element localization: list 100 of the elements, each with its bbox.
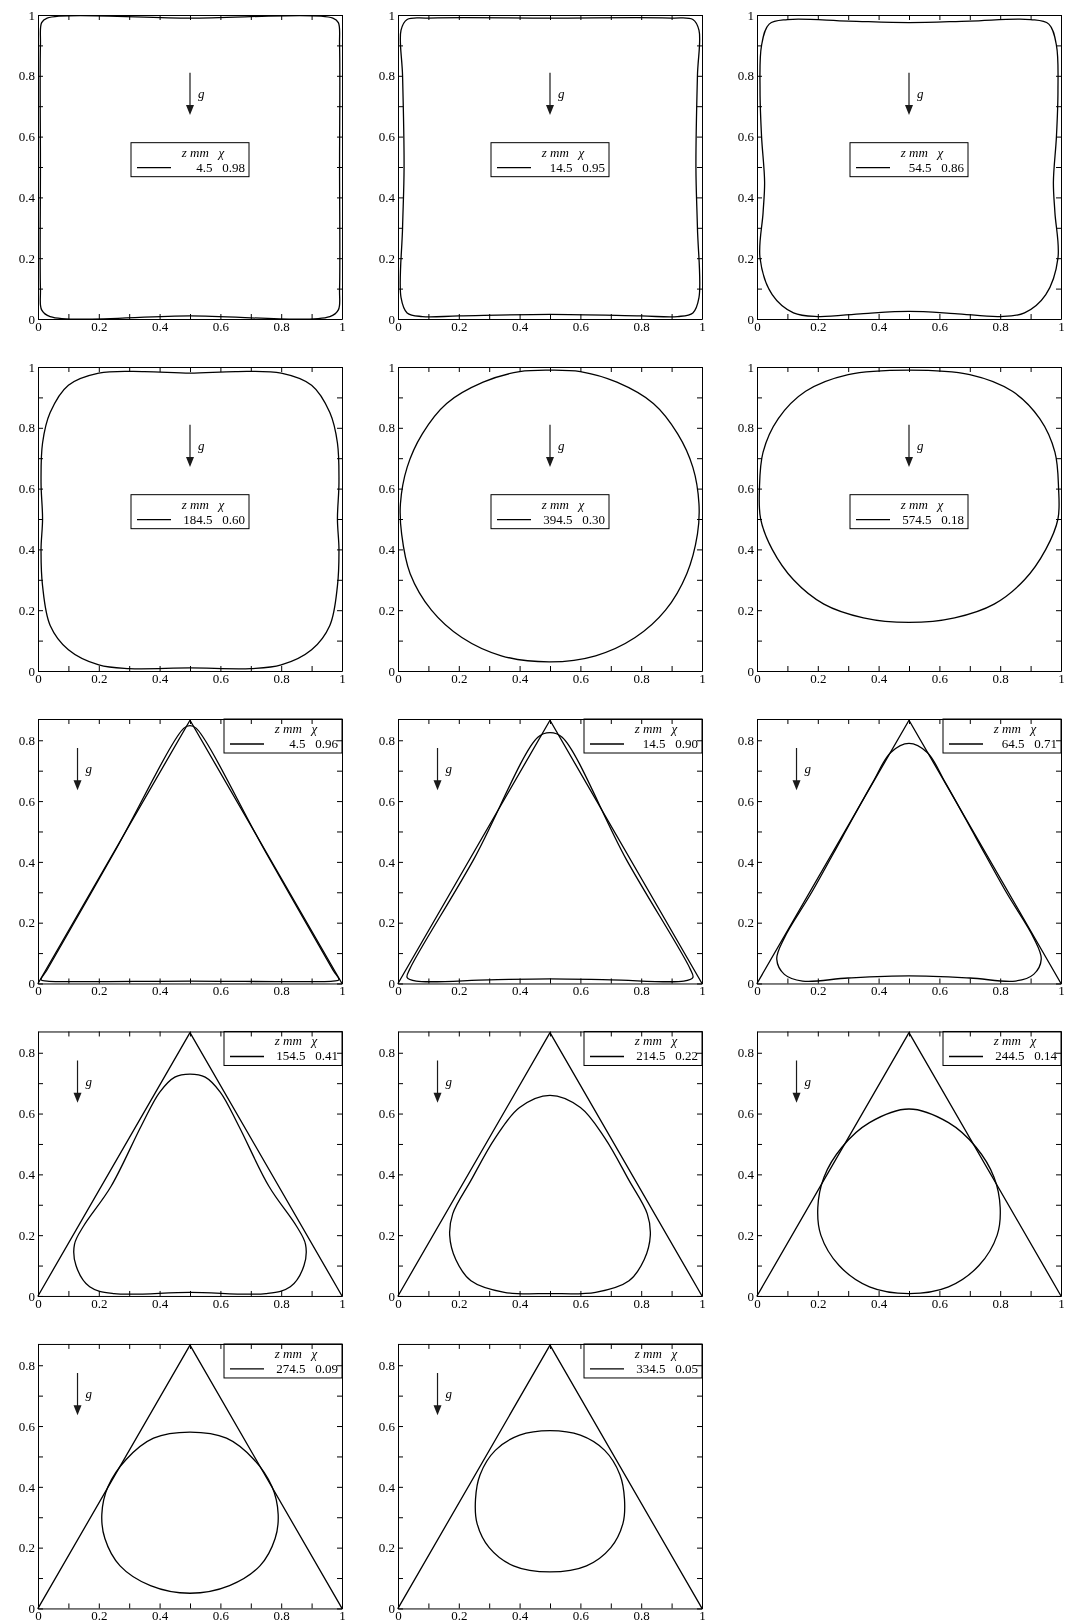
y-tick-label: 0.6 (18, 1106, 36, 1122)
annotation: g (917, 86, 924, 102)
annotation: g (804, 1073, 812, 1089)
annotation: 154.5 0.41 (276, 1048, 338, 1064)
y-tick-label: 0.2 (378, 1540, 395, 1556)
x-tick-label: 0.4 (870, 1295, 888, 1311)
x-tick-label: 0.6 (931, 983, 949, 999)
x-tick-label: 0.2 (91, 1608, 108, 1620)
x-tick-label: 1 (699, 1608, 706, 1620)
x-tick-label: 1 (339, 983, 346, 999)
annotation: z mm χ (540, 144, 585, 160)
x-tick-label: 0.6 (572, 1295, 590, 1311)
x-tick-label: 0.2 (451, 670, 468, 686)
annotation: g (445, 1386, 453, 1402)
x-tick-label: 1 (699, 983, 706, 999)
y-tick-label: 0.4 (378, 190, 396, 206)
y-tick-label: 0.2 (378, 915, 395, 931)
annotation: g (85, 761, 93, 777)
y-tick-label: 0.6 (737, 129, 755, 145)
x-tick-label: 0.4 (151, 670, 169, 686)
annotation: g (804, 761, 812, 777)
y-tick-label: 0.4 (737, 1167, 755, 1183)
annotation: z mm χ (180, 496, 225, 512)
x-tick-label: 1 (339, 1608, 346, 1620)
x-tick-label: 1 (1058, 670, 1065, 686)
x-tick-label: 0.2 (810, 983, 827, 999)
x-tick-label: 1 (339, 318, 346, 334)
x-tick-label: 0.6 (212, 1608, 230, 1620)
y-tick-label: 0.4 (378, 542, 396, 558)
x-tick-label: 0.8 (273, 1295, 290, 1311)
x-tick-label: 0.4 (151, 983, 169, 999)
x-tick-label: 0.4 (151, 1608, 169, 1620)
y-tick-label: 0.8 (378, 420, 395, 436)
x-tick-label: 0.4 (511, 1608, 529, 1620)
annotation: 4.5 0.96 (289, 736, 339, 751)
annotation: z mm χ (992, 721, 1037, 736)
x-tick-label: 0.2 (451, 983, 468, 999)
annotation: 274.5 0.09 (276, 1360, 338, 1376)
y-tick-label: 0.2 (737, 1227, 754, 1243)
x-tick-label: 0.6 (931, 1295, 949, 1311)
y-tick-label: 0.2 (18, 1540, 35, 1556)
annotation: g (917, 438, 924, 454)
x-tick-label: 0.2 (810, 670, 827, 686)
y-tick-label: 0.8 (737, 420, 754, 436)
x-tick-label: 1 (339, 670, 346, 686)
x-tick-label: 0.4 (151, 1295, 169, 1311)
y-tick-label: 0.4 (18, 1479, 36, 1495)
x-tick-label: 0.2 (91, 670, 108, 686)
x-tick-label: 0.8 (992, 983, 1009, 999)
y-tick-label: 0.8 (378, 1045, 395, 1061)
y-tick-label: 0.8 (737, 68, 754, 84)
x-tick-label: 0.2 (810, 1295, 827, 1311)
x-tick-label: 0.6 (572, 1608, 590, 1620)
x-tick-label: 1 (699, 318, 706, 334)
y-tick-label: 0.4 (737, 542, 755, 558)
annotation: 214.5 0.22 (636, 1048, 698, 1064)
y-tick-label: 0.4 (18, 1167, 36, 1183)
y-tick-label: 1 (747, 359, 754, 375)
x-tick-label: 0.2 (91, 983, 108, 999)
y-tick-label: 0.8 (18, 1357, 35, 1373)
y-tick-label: 0.2 (18, 915, 35, 931)
x-tick-label: 1 (1058, 1295, 1065, 1311)
x-tick-label: 0.2 (91, 318, 108, 334)
annotation: 574.5 0.18 (902, 511, 964, 527)
annotation: z mm χ (899, 496, 944, 512)
y-tick-label: 1 (388, 7, 395, 23)
x-tick-label: 0.2 (451, 1295, 468, 1311)
y-tick-label: 0.4 (18, 542, 36, 558)
y-tick-label: 0.6 (378, 129, 396, 145)
annotation: 334.5 0.05 (636, 1360, 698, 1376)
annotation: g (85, 1073, 93, 1089)
y-tick-label: 0.8 (378, 68, 395, 84)
y-tick-label: 0.2 (18, 602, 35, 618)
y-tick-label: 1 (388, 359, 395, 375)
x-tick-label: 0.2 (451, 1608, 468, 1620)
annotation: z mm χ (273, 721, 318, 736)
annotation: z mm χ (633, 1345, 678, 1361)
annotation: z mm χ (540, 496, 585, 512)
x-tick-label: 1 (339, 1295, 346, 1311)
x-tick-label: 0.8 (273, 318, 290, 334)
y-tick-label: 0.8 (378, 1357, 395, 1373)
y-tick-label: 0.8 (18, 420, 35, 436)
x-tick-label: 0.4 (870, 983, 888, 999)
y-tick-label: 0.6 (737, 1106, 755, 1122)
y-tick-label: 1 (747, 7, 754, 23)
annotation: g (558, 438, 565, 454)
y-tick-label: 0.6 (378, 793, 396, 809)
x-tick-label: 1 (1058, 983, 1065, 999)
x-tick-label: 0.2 (810, 318, 827, 334)
x-tick-label: 0.8 (273, 670, 290, 686)
y-tick-label: 0.6 (18, 1418, 36, 1434)
y-tick-label: 0.8 (18, 732, 35, 748)
y-tick-label: 0.4 (378, 854, 396, 870)
annotation: g (198, 438, 205, 454)
x-tick-label: 1 (699, 670, 706, 686)
y-tick-label: 0.2 (378, 250, 395, 266)
x-tick-label: 0.2 (451, 318, 468, 334)
x-tick-label: 1 (1058, 318, 1065, 334)
x-tick-label: 0.6 (572, 983, 590, 999)
y-tick-label: 1 (28, 359, 35, 375)
